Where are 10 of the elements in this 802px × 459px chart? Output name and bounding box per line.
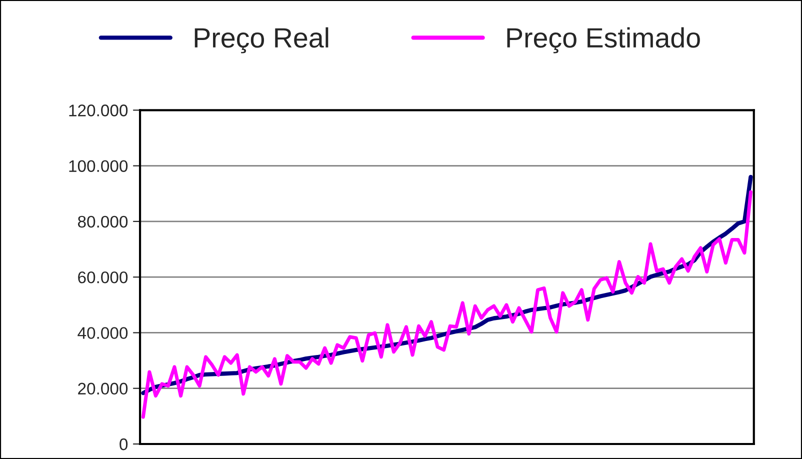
line-series [141, 190, 752, 419]
legend-label: Preço Estimado [507, 27, 700, 54]
legend-label: Preço Real [194, 27, 328, 54]
y-tick-label: 40.000 [78, 327, 128, 339]
y-tick-label: 60.000 [78, 271, 128, 284]
y-tick-label: 100.000 [69, 160, 128, 172]
y-tick-label: 80.000 [78, 216, 128, 228]
y-tick-label: 120.000 [69, 104, 128, 116]
y-tick-label: 20.000 [78, 382, 128, 395]
y-tick-label: 0 [120, 438, 128, 450]
